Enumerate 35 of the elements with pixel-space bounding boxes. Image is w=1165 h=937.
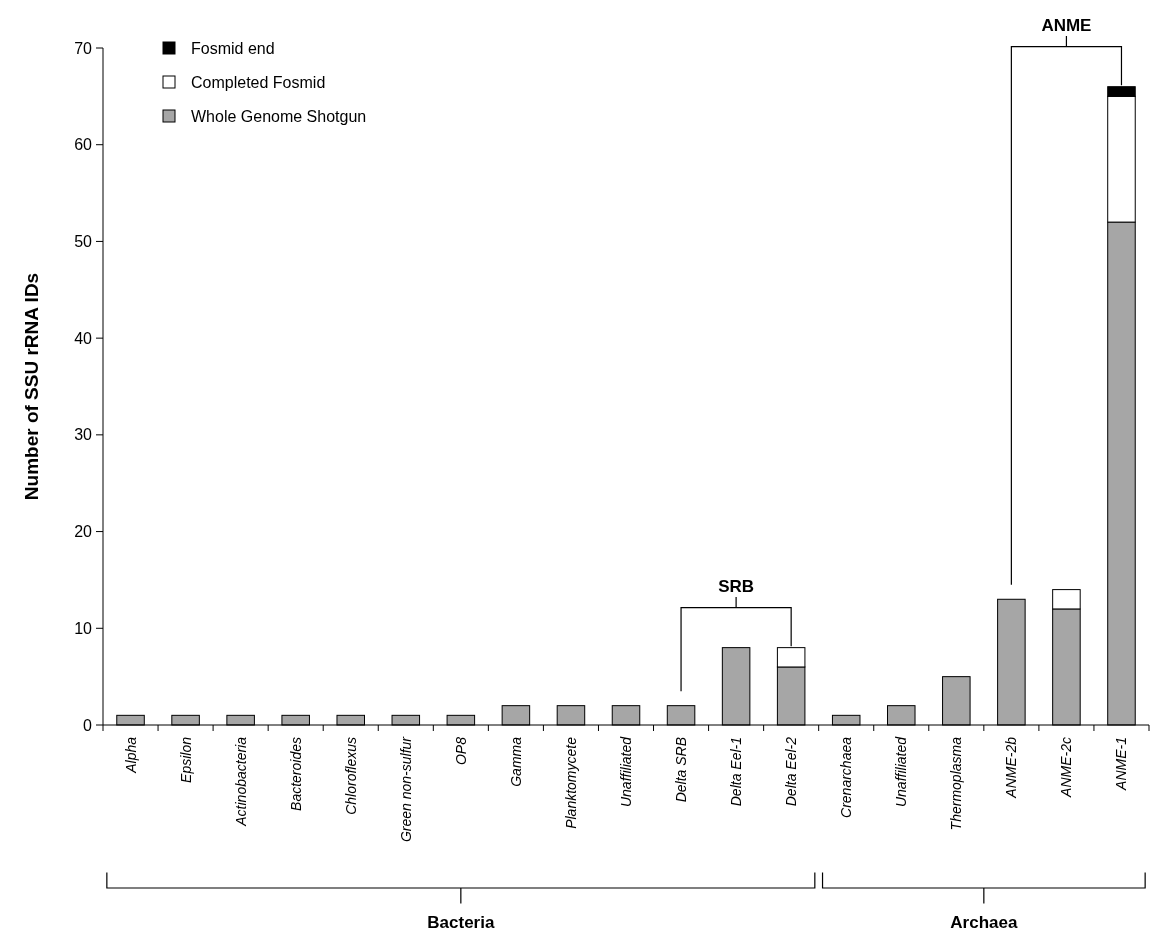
y-axis-title: Number of SSU rRNA IDs	[21, 272, 42, 501]
y-tick-label: 30	[74, 426, 93, 444]
legend-label: Completed Fosmid	[191, 73, 326, 91]
x-tick-label: Unaffiliated	[618, 735, 634, 808]
y-tick-label: 60	[74, 136, 93, 154]
x-tick-label: Delta SRB	[673, 737, 690, 803]
x-tick-label: Gamma	[507, 736, 524, 787]
x-tick-label: Chloroflexus	[342, 737, 359, 815]
x-tick-label: OP8	[452, 736, 469, 766]
x-tick-label: Thermoplasma	[948, 736, 965, 831]
y-tick-label: 40	[74, 329, 93, 347]
text: Archaea	[950, 913, 1018, 932]
x-tick-label: Delta Eel-1	[728, 737, 745, 807]
y-tick-label: 0	[83, 716, 93, 734]
x-tick-label: Green non-sulfur	[397, 735, 414, 843]
x-tick-label: ANME-1	[1113, 737, 1130, 791]
text: ANME	[1041, 15, 1092, 35]
x-tick-label: ANME-2c	[1058, 737, 1075, 798]
annotation: SRB	[718, 576, 755, 596]
x-tick-label: Delta Eel-2	[783, 736, 800, 807]
legend-label: Fosmid end	[191, 39, 275, 57]
y-tick-label: 20	[74, 523, 93, 541]
x-tick-label: Epsilon	[177, 736, 194, 783]
x-tick-label: Alpha	[122, 736, 139, 774]
x-tick-label: Bacteroides	[287, 737, 304, 811]
x-tick-label: Crenarchaea	[838, 736, 855, 818]
y-tick-label: 10	[74, 619, 93, 637]
x-tick-label: Planktomycete	[562, 736, 579, 829]
y-tick-label: 50	[74, 233, 93, 251]
x-tick-label: ANME-2b	[1003, 736, 1020, 799]
legend-label: Whole Genome Shotgun	[191, 107, 367, 125]
y-tick-label: 70	[74, 39, 93, 57]
x-tick-label: Actinobacteria	[232, 736, 249, 827]
x-tick-label: Unaffiliated	[893, 735, 910, 808]
text: Bacteria	[427, 913, 495, 932]
